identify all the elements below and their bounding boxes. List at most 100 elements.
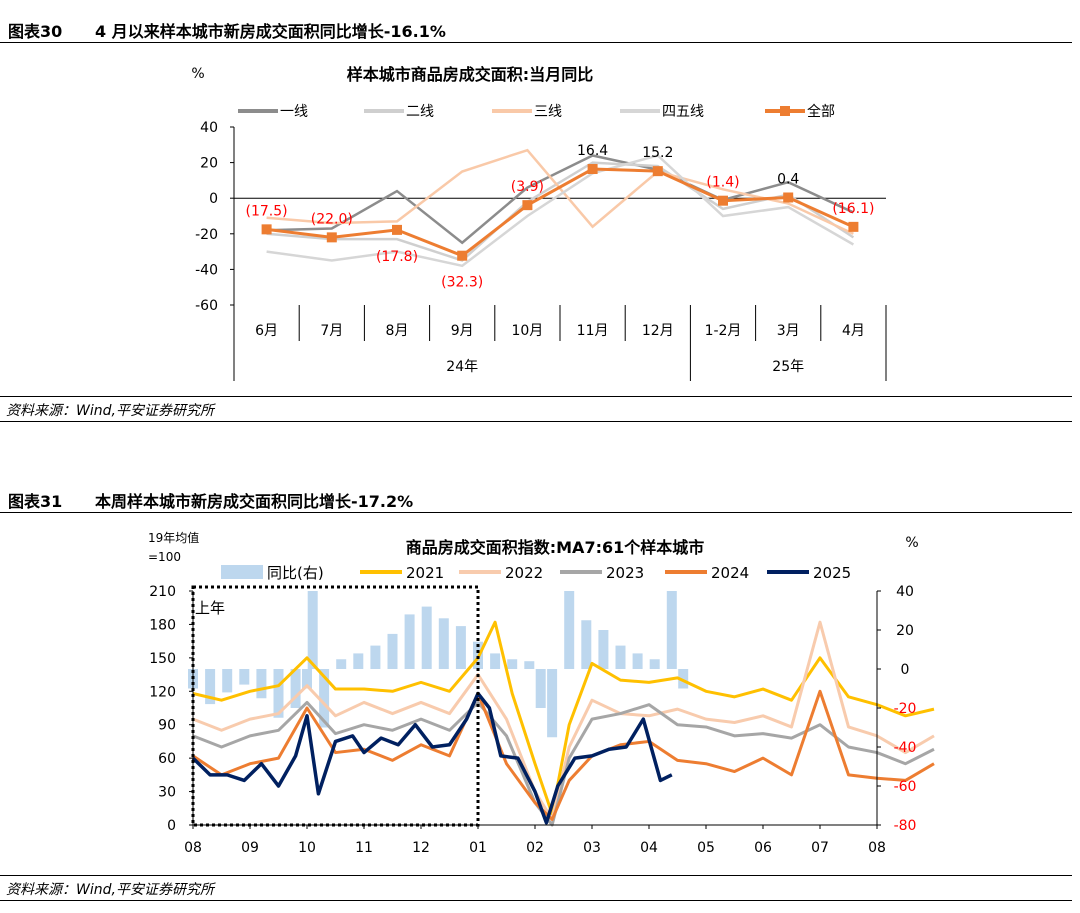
chart1-year-label: 24年 [446, 359, 478, 375]
chart2-xtick: 02 [526, 840, 544, 856]
chart2-legend-label: 2022 [505, 564, 543, 582]
chart2-prior-year-box [191, 585, 480, 827]
chart1-series-line-4 [266, 167, 855, 258]
chart1-legend-marker [780, 106, 790, 116]
chart1-category-label: 9月 [451, 323, 474, 339]
chart2-yoy-bar [678, 669, 689, 689]
chart1-point-marker [392, 224, 402, 235]
chart2-legend-label: 2023 [606, 564, 644, 582]
fig31-header: 图表31 本周样本城市新房成交面积同比增长-17.2% [0, 484, 1072, 513]
chart1-ytick: 40 [200, 120, 218, 136]
chart2-y2tick: 20 [896, 623, 914, 639]
chart1-series-line-0 [266, 154, 854, 245]
chart2-ytick: 60 [158, 751, 176, 767]
chart1-point-marker [261, 224, 272, 235]
chart1-category-label: 1-2月 [705, 323, 742, 339]
chart1-legend-label: 三线 [534, 104, 562, 120]
chart2-legend-label: 同比(右) [267, 564, 324, 582]
chart2-title: 商品房成交面积指数:MA7:61个样本城市 [406, 538, 705, 557]
chart2-xtick: 04 [640, 840, 658, 856]
chart-weekly-index: 商品房成交面积指数:MA7:61个样本城市 19年均值 =100% 210 180 150… [148, 530, 935, 856]
chart2-ytick: 150 [149, 651, 176, 667]
chart2-yoy-bar [455, 626, 466, 669]
chart1-data-label: (3.9) [511, 179, 544, 195]
chart1-category-label: 6月 [255, 323, 278, 339]
chart2-series-line-2024 [192, 689, 935, 821]
chart1-data-label: (17.8) [376, 249, 418, 265]
chart1-category-label: 11月 [577, 323, 609, 339]
chart1-category-label: 4月 [842, 323, 865, 339]
chart2-legend-label: 2021 [406, 564, 444, 582]
fig31-number: 图表31 [8, 492, 63, 511]
chart1-series-line-1 [266, 161, 855, 262]
chart2-y2tick: 40 [896, 584, 914, 600]
chart2-y2label: % [905, 535, 918, 551]
chart-monthly-yoy: 样本城市商品房成交面积:当月同比% 40 20 0 -20 -40 -60 6月 7月 8月 9月 1… [191, 65, 887, 381]
chart2-y2tick: 0 [901, 662, 910, 678]
fig31-source: 资料来源：Wind,平安证券研究所 [0, 875, 1072, 901]
chart2-legend-label: 2024 [711, 564, 749, 582]
chart2-ytick: 30 [158, 785, 176, 801]
chart2-ylabel-line1: 19年均值 [148, 530, 199, 545]
chart2-ytick: 0 [167, 818, 176, 834]
chart2-yoy-bar [404, 614, 415, 669]
chart2-y2tick: -80 [894, 818, 917, 834]
chart2-series-line-2025 [191, 691, 673, 825]
chart2-xtick: 06 [754, 840, 772, 856]
chart2-yoy-bar [507, 659, 518, 669]
chart1-ytick: 0 [209, 191, 218, 207]
chart2-yoy-bar [547, 669, 558, 738]
chart2-xtick: 01 [469, 840, 487, 856]
fig30-header: 图表30 4 月以来样本城市新房成交面积同比增长-16.1% [0, 14, 1072, 43]
fig31-title: 本周样本城市新房成交面积同比增长-17.2% [95, 492, 414, 511]
chart1-point-marker [783, 192, 794, 203]
chart1-legend-label: 全部 [807, 103, 835, 120]
chart1-ytick: 20 [200, 156, 218, 172]
chart2-ytick: 210 [149, 584, 176, 600]
chart1-legend-label: 一线 [280, 104, 308, 120]
chart2-legend-label: 2025 [813, 564, 851, 582]
chart2-xtick: 11 [355, 840, 373, 856]
chart2-xtick: 08 [868, 840, 886, 856]
chart1-ylabel: % [191, 66, 204, 82]
chart2-xtick: 05 [697, 840, 715, 856]
chart2-yoy-bar [273, 669, 284, 718]
chart1-point-marker [522, 200, 533, 211]
chart2-yoy-bar [564, 591, 575, 669]
chart2-ytick: 90 [158, 718, 176, 734]
chart2-annotation: 上年 [195, 599, 225, 617]
chart1-series-line-2 [266, 148, 854, 235]
chart1-category-label: 7月 [320, 323, 343, 339]
chart2-yoy-bar [222, 669, 233, 693]
chart2-yoy-bar [239, 669, 250, 685]
chart2-yoy-bar [205, 669, 216, 705]
chart2-yoy-bar [632, 653, 643, 669]
chart2-yoy-bar [524, 661, 535, 669]
chart1-category-label: 10月 [511, 323, 543, 339]
fig30-source: 资料来源：Wind,平安证券研究所 [0, 396, 1072, 422]
chart2-xtick: 09 [241, 840, 259, 856]
chart2-xtick: 07 [811, 840, 829, 856]
chart1-data-label: (22.0) [311, 211, 353, 227]
chart1-point-marker [587, 164, 598, 175]
chart1-data-label: 15.2 [642, 145, 673, 161]
chart2-xtick: 10 [298, 840, 316, 856]
chart2-ytick: 120 [149, 684, 176, 700]
chart1-category-label: 8月 [386, 323, 409, 339]
chart1-data-label: 16.4 [577, 143, 608, 159]
chart1-data-label: (1.4) [706, 175, 739, 191]
chart2-ytick: 180 [149, 617, 176, 633]
chart1-legend-label: 二线 [406, 104, 434, 120]
chart1-point-marker [652, 166, 663, 177]
chart2-yoy-bar [387, 633, 398, 669]
chart1-data-label: (17.5) [246, 203, 288, 219]
chart2-yoy-bar [307, 591, 318, 669]
chart2-xtick: 08 [184, 840, 202, 856]
chart1-category-label: 12月 [642, 323, 674, 339]
chart2-yoy-bar [438, 618, 449, 669]
chart2-yoy-bar [336, 659, 347, 669]
chart2-ylabel-line2: =100 [148, 550, 181, 564]
chart1-point-marker [326, 232, 337, 243]
chart1-series-line-3 [266, 154, 855, 268]
chart2-yoy-bar [319, 669, 330, 728]
